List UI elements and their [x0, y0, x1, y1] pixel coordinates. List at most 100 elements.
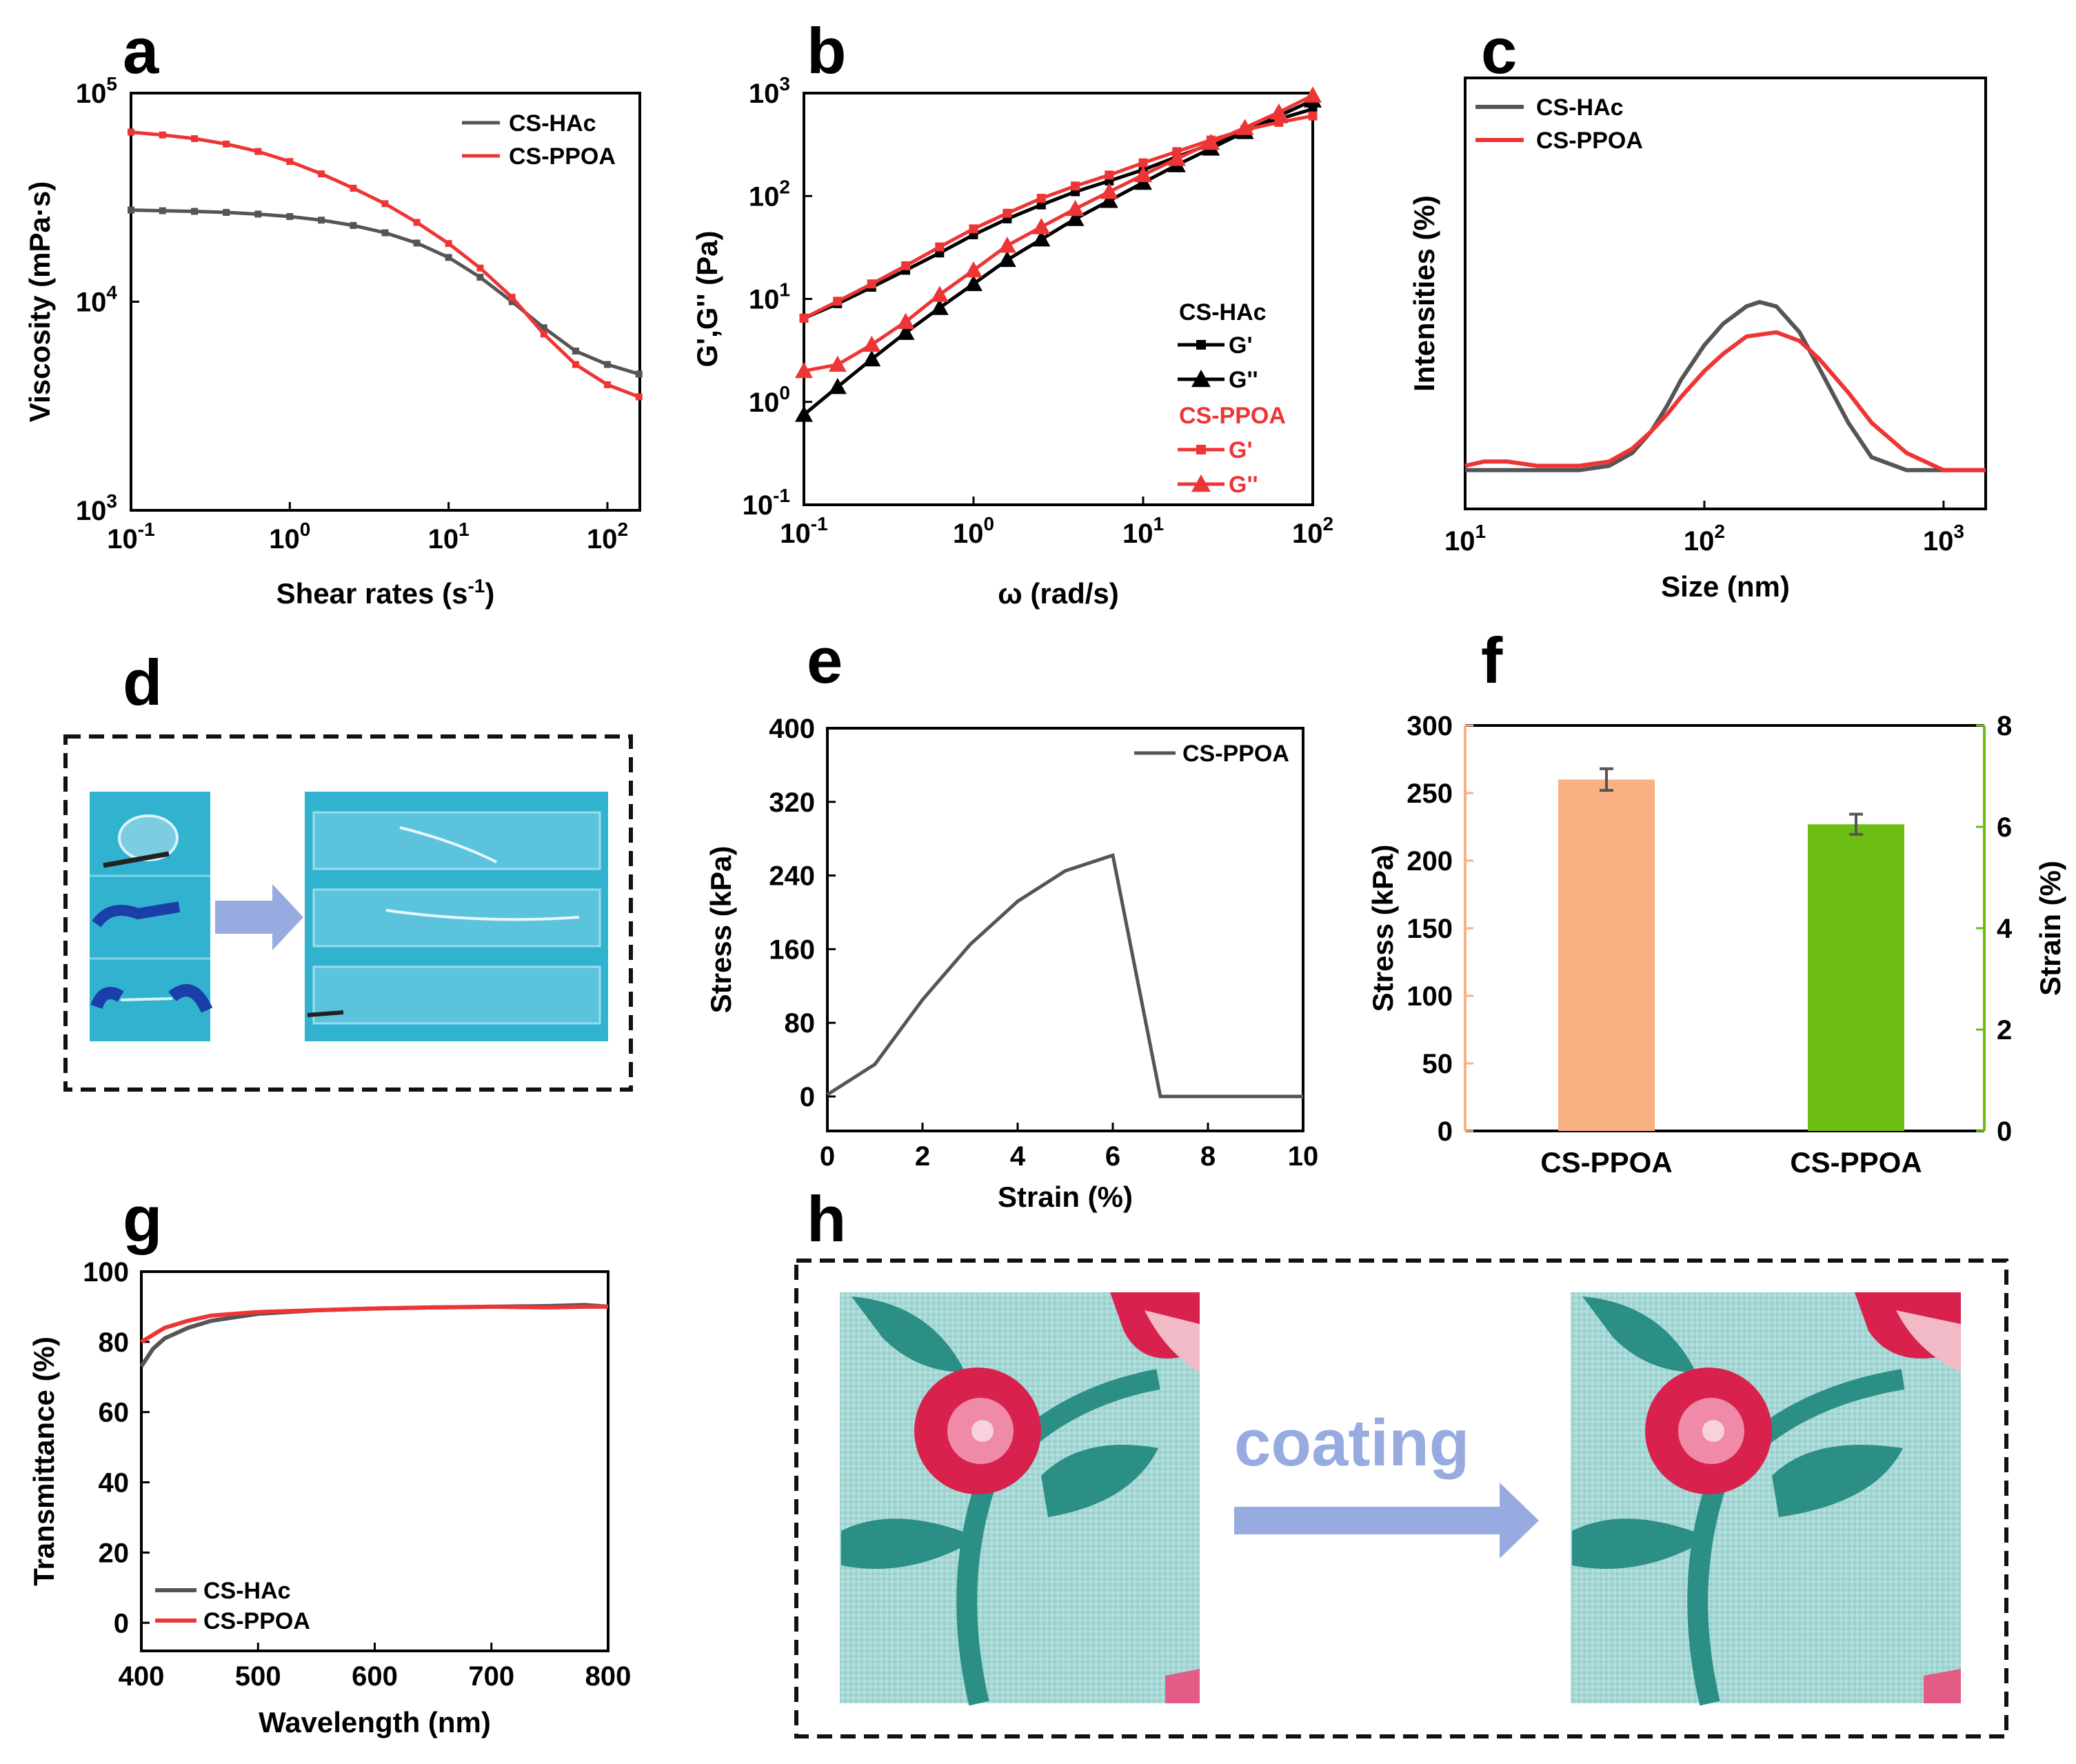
a-point [318, 170, 325, 178]
f-left-tick-label: 0 [1438, 1116, 1453, 1147]
f-left-tick-label: 150 [1407, 914, 1453, 944]
c-series-line-0 [1465, 299, 1986, 472]
a-point [603, 361, 611, 368]
b-x-tick-label: 100 [953, 513, 994, 549]
a-point [286, 158, 294, 166]
photo-film-strips [305, 792, 608, 1041]
a-y-tick-label: 105 [76, 73, 117, 109]
f-left-tick-label: 100 [1407, 981, 1453, 1012]
a-point [381, 229, 389, 237]
a-point [635, 393, 643, 401]
e-y-axis-label: Stress (kPa) [705, 846, 737, 1014]
a-point [603, 381, 611, 388]
b-point [795, 405, 813, 422]
fabric-photo-after [1571, 1292, 1961, 1706]
a-legend-label: CS-PPOA [509, 143, 616, 170]
panel-label-g: g [123, 1183, 162, 1255]
e-x-tick-label: 6 [1105, 1141, 1120, 1172]
a-x-tick-label: 100 [269, 519, 310, 554]
b-point [1002, 208, 1012, 218]
c-y-axis-label: Intensities (%) [1408, 195, 1440, 392]
a-point [128, 206, 134, 214]
b-point [969, 224, 978, 234]
f-category-label: CS-PPOA [1540, 1146, 1672, 1179]
b-point [795, 361, 813, 379]
b-point [896, 312, 915, 330]
a-x-tick-label: 10-1 [107, 519, 154, 554]
e-x-tick-label: 8 [1200, 1141, 1216, 1172]
a-point [572, 348, 579, 355]
f-left-tick-label: 250 [1407, 779, 1453, 809]
b-point [930, 299, 949, 315]
a-point [540, 330, 547, 338]
b-point [1134, 166, 1152, 183]
c-x-tick-label: 102 [1684, 521, 1725, 557]
b-point [998, 250, 1016, 268]
b-point [930, 285, 949, 302]
f-right-tick-label: 0 [1997, 1116, 2012, 1147]
fabric-photo-before [840, 1292, 1200, 1706]
panel-label-e: e [807, 624, 843, 696]
panel-d-dashed-frame [63, 734, 633, 1092]
a-point [445, 240, 452, 248]
a-legend-label: CS-HAc [509, 110, 596, 137]
f-left-tick-label: 50 [1422, 1049, 1453, 1079]
b-point [1202, 133, 1220, 150]
f-right-tick-label: 2 [1997, 1015, 2012, 1045]
b-point [1105, 170, 1114, 180]
a-x-tick-label: 102 [587, 519, 628, 554]
g-legend-label: CS-HAc [203, 1578, 291, 1604]
f-right-axis-label: Strain (%) [2034, 861, 2066, 996]
a-point [191, 208, 199, 215]
b-legend-label: G'' [1229, 472, 1258, 498]
b-point [1304, 86, 1322, 103]
panel-h-fabric: coating [794, 1259, 2008, 1738]
e-y-tick-label: 400 [769, 714, 815, 744]
c-x-axis-label: Size (nm) [1661, 570, 1790, 603]
a-point [223, 208, 230, 216]
b-legend-marker [1191, 370, 1211, 388]
e-series-line [826, 852, 1303, 1099]
b-y-axis-label: G',G'' (Pa) [691, 231, 723, 368]
chart-f-bar: 0 50 100 150 200 250 300 0 2 4 6 8 Stress (kPa) Strai… [1367, 711, 2066, 1179]
b-point [1032, 218, 1051, 234]
g-legend-label: CS-PPOA [203, 1608, 310, 1634]
b-point [863, 335, 881, 352]
e-legend-label: CS-PPOA [1182, 741, 1289, 767]
b-point [867, 279, 876, 289]
e-x-tick-label: 4 [1010, 1141, 1026, 1172]
b-y-tick-label: 101 [749, 279, 790, 315]
g-x-axis-label: Wavelength (nm) [259, 1706, 491, 1738]
c-legend-label: CS-PPOA [1536, 128, 1643, 154]
a-x-tick-label: 101 [428, 519, 470, 554]
e-y-tick-label: 80 [785, 1008, 816, 1039]
g-y-tick-label: 100 [83, 1257, 129, 1287]
b-legend-label: G'' [1229, 367, 1258, 393]
f-bar-stress [1558, 779, 1655, 1131]
a-point [413, 239, 421, 247]
b-point [1036, 194, 1046, 203]
b-legend-marker [1196, 340, 1206, 350]
a-point [508, 294, 516, 301]
b-y-tick-label: 100 [749, 382, 790, 418]
chart-g-transmittance: 400 500 600 700 800 0 20 40 60 80 100 Wavelength (n… [28, 1257, 631, 1738]
a-y-axis-label: Viscosity (mPa·s) [23, 181, 56, 422]
b-legend-group-hac: CS-HAc [1179, 299, 1267, 325]
a-point [350, 184, 357, 192]
b-x-tick-label: 10-1 [780, 513, 827, 549]
a-point [286, 213, 294, 221]
c-series-line-1 [1464, 330, 1986, 472]
b-point [863, 350, 881, 367]
e-plot-frame [826, 727, 1304, 1132]
b-series-line-1 [803, 99, 1314, 417]
b-point [833, 297, 843, 306]
a-point [254, 148, 262, 155]
a-y-tick-label: 104 [76, 282, 118, 318]
a-point [445, 254, 452, 261]
b-point [965, 274, 982, 292]
panel-d-photos [63, 734, 633, 1092]
b-point [828, 377, 847, 394]
b-point [935, 242, 945, 252]
b-y-tick-label: 10-1 [743, 485, 790, 521]
a-point [476, 264, 484, 272]
